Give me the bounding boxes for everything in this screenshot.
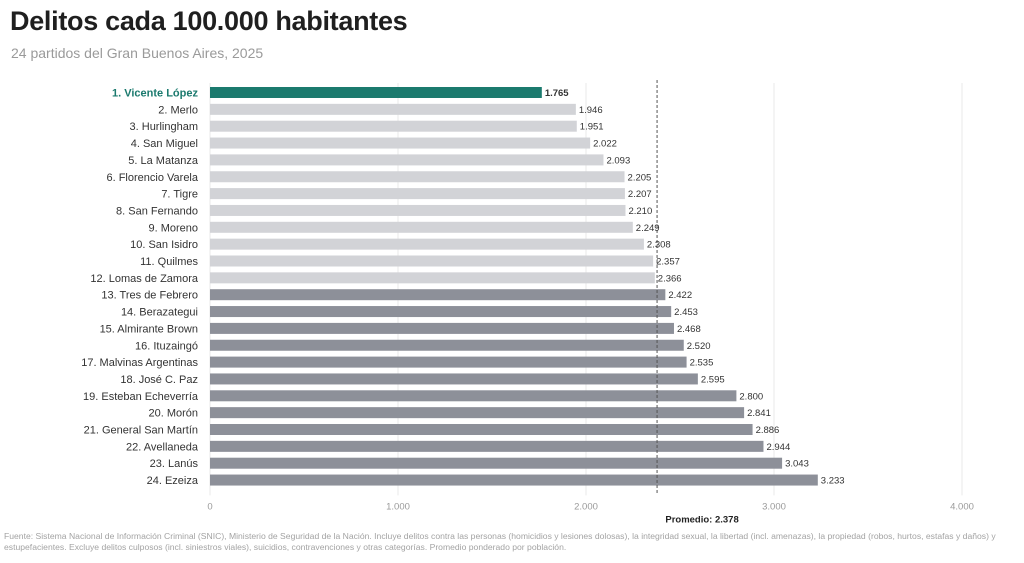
value-label: 2.249 bbox=[636, 223, 660, 234]
average-line-group: Promedio: 2.378 bbox=[656, 80, 739, 525]
category-label: 12. Lomas de Zamora bbox=[90, 273, 198, 285]
category-label: 8. San Fernando bbox=[116, 205, 198, 217]
value-label: 2.357 bbox=[656, 257, 680, 268]
chart-title: Delitos cada 100.000 habitantes bbox=[10, 6, 408, 36]
value-label: 2.205 bbox=[628, 172, 652, 183]
value-label: 2.468 bbox=[677, 324, 701, 335]
category-label: 2. Merlo bbox=[158, 104, 198, 116]
value-label: 1.765 bbox=[545, 88, 569, 99]
bar bbox=[210, 339, 684, 351]
category-label: 4. San Miguel bbox=[131, 138, 198, 150]
bar bbox=[210, 306, 672, 318]
category-labels: 1. Vicente López 2. Merlo 3. Hurlingham 4. … bbox=[81, 88, 199, 488]
category-label: 9. Moreno bbox=[148, 222, 198, 234]
category-label: 1. Vicente López bbox=[112, 88, 198, 100]
category-label: 16. Ituzaingó bbox=[135, 340, 198, 352]
x-axis-ticks: 0 1.000 2.000 3.000 4.000 bbox=[207, 501, 974, 512]
bars bbox=[210, 87, 818, 486]
category-label: 19. Esteban Echeverría bbox=[83, 391, 199, 403]
value-label: 2.595 bbox=[701, 374, 725, 385]
bar bbox=[210, 424, 753, 435]
bar bbox=[210, 120, 577, 132]
value-label: 2.453 bbox=[674, 307, 698, 318]
category-label: 18. José C. Paz bbox=[120, 374, 198, 386]
bar bbox=[210, 407, 745, 419]
category-label: 22. Avellaneda bbox=[126, 441, 199, 453]
category-label: 7. Tigre bbox=[161, 189, 198, 201]
value-label: 1.951 bbox=[580, 122, 604, 133]
category-label: 23. Lanús bbox=[150, 458, 199, 470]
x-tick-label: 4.000 bbox=[950, 501, 974, 512]
value-label: 2.022 bbox=[593, 139, 617, 150]
value-labels: 1.765 1.946 1.951 2.022 2.093 2.205 2.207 2.210… bbox=[545, 88, 845, 487]
bar bbox=[210, 204, 626, 216]
bar bbox=[210, 440, 764, 452]
value-label: 3.043 bbox=[785, 459, 809, 470]
category-label: 6. Florencio Varela bbox=[106, 172, 198, 184]
bar bbox=[210, 238, 644, 250]
bar bbox=[210, 87, 542, 98]
bar bbox=[210, 356, 687, 368]
value-label: 2.422 bbox=[668, 290, 692, 301]
bar bbox=[210, 154, 604, 166]
chart-subtitle: 24 partidos del Gran Buenos Aires, 2025 bbox=[11, 45, 264, 61]
x-tick-label: 1.000 bbox=[386, 501, 410, 512]
value-label: 2.841 bbox=[747, 408, 771, 419]
value-label: 2.093 bbox=[606, 155, 630, 166]
bar bbox=[210, 171, 625, 183]
x-tick-label: 0 bbox=[207, 501, 212, 512]
category-label: 13. Tres de Febrero bbox=[101, 290, 198, 302]
value-label: 2.520 bbox=[687, 341, 711, 352]
bar bbox=[210, 457, 783, 469]
value-label: 3.233 bbox=[821, 476, 845, 487]
category-label: 17. Malvinas Argentinas bbox=[81, 357, 198, 369]
value-label: 2.210 bbox=[628, 206, 652, 217]
x-tick-label: 2.000 bbox=[574, 501, 598, 512]
bar bbox=[210, 373, 698, 385]
value-label: 2.308 bbox=[647, 240, 671, 251]
value-label: 2.366 bbox=[658, 273, 682, 284]
bar bbox=[210, 221, 633, 233]
value-label: 1.946 bbox=[579, 105, 603, 116]
bar bbox=[210, 322, 674, 334]
value-label: 2.886 bbox=[756, 425, 780, 436]
bar bbox=[210, 188, 625, 200]
value-label: 2.800 bbox=[739, 391, 763, 402]
bar bbox=[210, 103, 576, 115]
bar bbox=[210, 137, 591, 149]
bar bbox=[210, 390, 737, 402]
value-label: 2.944 bbox=[766, 442, 790, 453]
category-label: 14. Berazategui bbox=[121, 307, 198, 319]
bar-chart: Promedio: 2.378 1. Vicente López 2. Merlo… bbox=[81, 80, 974, 525]
category-label: 21. General San Martín bbox=[84, 425, 198, 437]
category-label: 10. San Isidro bbox=[130, 239, 198, 251]
category-label: 20. Morón bbox=[148, 408, 198, 420]
value-label: 2.207 bbox=[628, 189, 652, 200]
bar bbox=[210, 255, 654, 267]
category-label: 3. Hurlingham bbox=[130, 121, 198, 133]
x-tick-label: 3.000 bbox=[762, 501, 786, 512]
value-label: 2.535 bbox=[690, 358, 714, 369]
category-label: 5. La Matanza bbox=[128, 155, 199, 167]
bar bbox=[210, 272, 655, 284]
bar bbox=[210, 474, 818, 486]
bar bbox=[210, 289, 666, 301]
category-label: 11. Quilmes bbox=[140, 256, 198, 268]
category-label: 24. Ezeiza bbox=[147, 475, 199, 487]
category-label: 15. Almirante Brown bbox=[100, 323, 198, 335]
source-note: Fuente: Sistema Nacional de Información … bbox=[4, 531, 996, 552]
average-label: Promedio: 2.378 bbox=[665, 514, 738, 525]
